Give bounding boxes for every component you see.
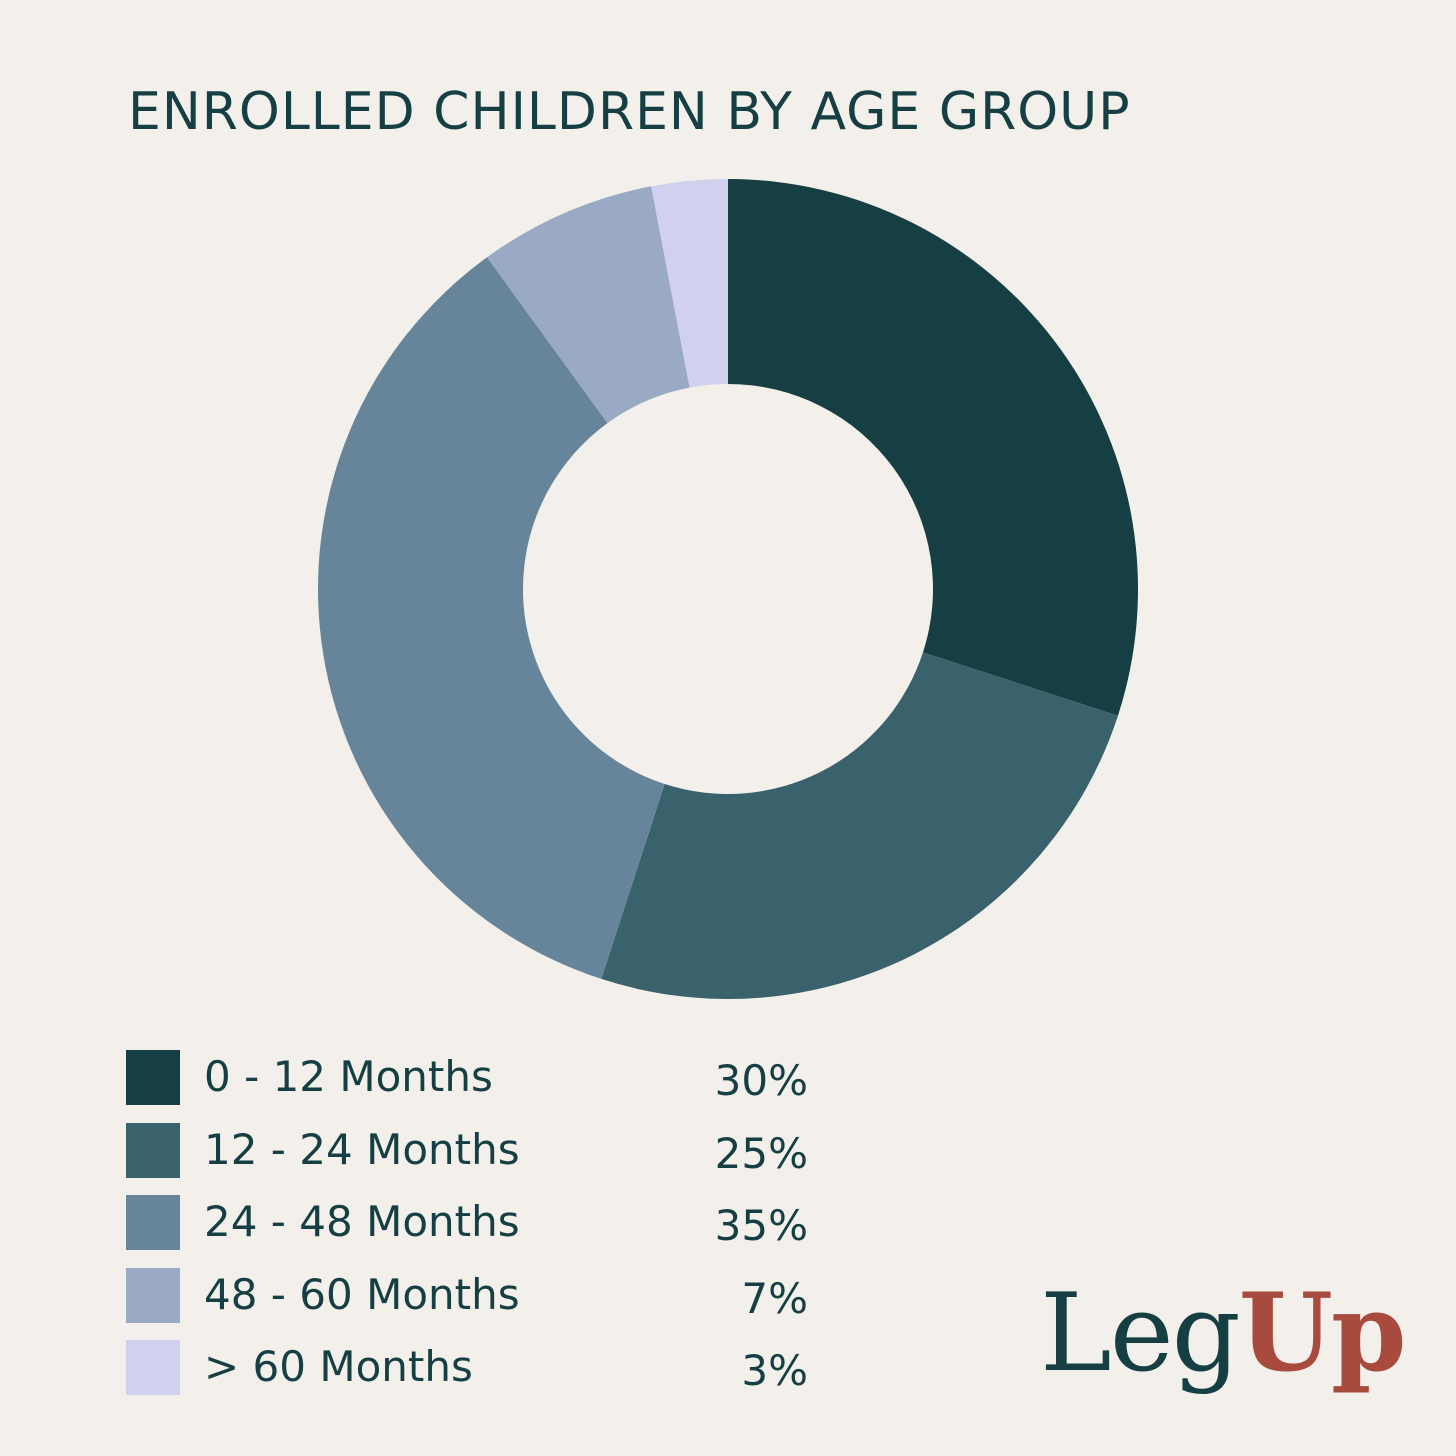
legend-value: 30% bbox=[714, 1056, 808, 1105]
legend-value: 3% bbox=[741, 1346, 808, 1395]
logo-text-up: Up bbox=[1238, 1270, 1407, 1396]
donut-slice bbox=[601, 652, 1118, 1000]
legend-item: 24 - 48 Months 35% bbox=[126, 1195, 826, 1268]
legend-item: 48 - 60 Months 7% bbox=[126, 1267, 826, 1341]
legend-swatch bbox=[126, 1050, 180, 1105]
legend-label: 12 - 24 Months bbox=[204, 1124, 520, 1174]
donut-chart bbox=[318, 179, 1139, 1000]
legend-swatch bbox=[126, 1340, 180, 1395]
donut-slice bbox=[651, 179, 728, 388]
chart-title: ENROLLED CHILDREN BY AGE GROUP bbox=[128, 82, 1131, 142]
legend-label: > 60 Months bbox=[204, 1342, 473, 1391]
legend-item: > 60 Months 3% bbox=[126, 1340, 826, 1413]
legend-value: 35% bbox=[714, 1201, 808, 1250]
legend-label: 24 - 48 Months bbox=[204, 1197, 520, 1246]
legend-item: 0 - 12 Months 30% bbox=[126, 1050, 826, 1123]
donut-slice bbox=[318, 257, 665, 979]
legend-label: 48 - 60 Months bbox=[204, 1269, 520, 1319]
donut-slice bbox=[728, 179, 1139, 716]
legend-value: 7% bbox=[741, 1273, 808, 1323]
legend-item: 12 - 24 Months 25% bbox=[126, 1122, 826, 1196]
logo-text-leg: Leg bbox=[1040, 1271, 1241, 1396]
legend-label: 0 - 12 Months bbox=[204, 1052, 493, 1101]
legend-value: 25% bbox=[714, 1128, 808, 1178]
legend-swatch bbox=[126, 1122, 180, 1178]
legend-swatch bbox=[126, 1195, 180, 1250]
legend: 0 - 12 Months 30% 12 - 24 Months 25% 24 … bbox=[126, 1050, 826, 1413]
donut-slice bbox=[487, 186, 690, 424]
legend-swatch bbox=[126, 1267, 180, 1323]
legup-logo: LegUp bbox=[1040, 1268, 1407, 1399]
